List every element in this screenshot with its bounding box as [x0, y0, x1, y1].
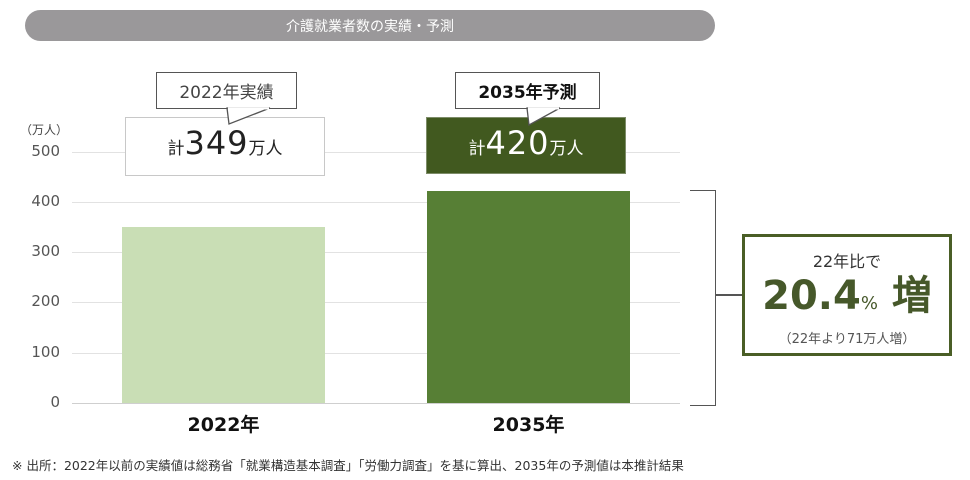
bracket-connector [716, 294, 743, 296]
x-label-2035: 2035年 [492, 414, 565, 436]
growth-label: 22年比で [812, 252, 882, 271]
callout-label: 2022年実績 [179, 83, 274, 103]
total-box-2035: 計 420 万人 [426, 117, 626, 174]
total-suffix: 万人 [549, 139, 584, 159]
growth-suffix: 増 [891, 273, 932, 319]
callout-2035: 2035年予測 [455, 72, 600, 109]
growth-callout: 22年比で 20.4% 増 （22年より71万人増） [742, 234, 952, 356]
bar-2022 [122, 227, 325, 403]
y-tick: 200 [31, 292, 60, 310]
growth-percent-sign: % [860, 293, 878, 314]
gridline-100 [72, 353, 680, 354]
y-tick: 0 [50, 393, 60, 411]
y-tick: 300 [31, 242, 60, 260]
growth-value-line: 20.4% 増 [745, 272, 949, 328]
callout-pointer-icon [526, 107, 561, 127]
gridline-200 [72, 302, 680, 303]
gridline-500 [72, 152, 680, 153]
bar-2035 [427, 191, 630, 403]
y-tick: 500 [31, 142, 60, 160]
total-value: 420 [485, 124, 550, 162]
total-value: 349 [184, 124, 249, 162]
gridline-400 [72, 202, 680, 203]
total-suffix: 万人 [248, 139, 283, 159]
y-tick: 100 [31, 343, 60, 361]
x-label-2022: 2022年 [187, 414, 260, 436]
callout-2022: 2022年実績 [156, 72, 297, 109]
source-footnote: ※ 出所：2022年以前の実績値は総務省「就業構造基本調査」「労働力調査」を基に… [12, 458, 684, 473]
gridline-0 [72, 403, 680, 404]
comparison-bracket [690, 190, 716, 406]
y-axis-unit: （万人） [20, 123, 69, 137]
callout-label: 2035年予測 [478, 83, 577, 103]
total-box-2022: 計 349 万人 [125, 117, 325, 176]
gridline-300 [72, 252, 680, 253]
callout-pointer-icon [226, 107, 271, 125]
total-prefix: 計 [468, 139, 486, 159]
chart-title: 介護就業者数の実績・予測 [25, 10, 715, 41]
total-prefix: 計 [167, 139, 185, 159]
y-tick: 400 [31, 192, 60, 210]
growth-value: 20.4 [762, 273, 861, 319]
growth-detail: （22年より71万人増） [778, 332, 916, 347]
